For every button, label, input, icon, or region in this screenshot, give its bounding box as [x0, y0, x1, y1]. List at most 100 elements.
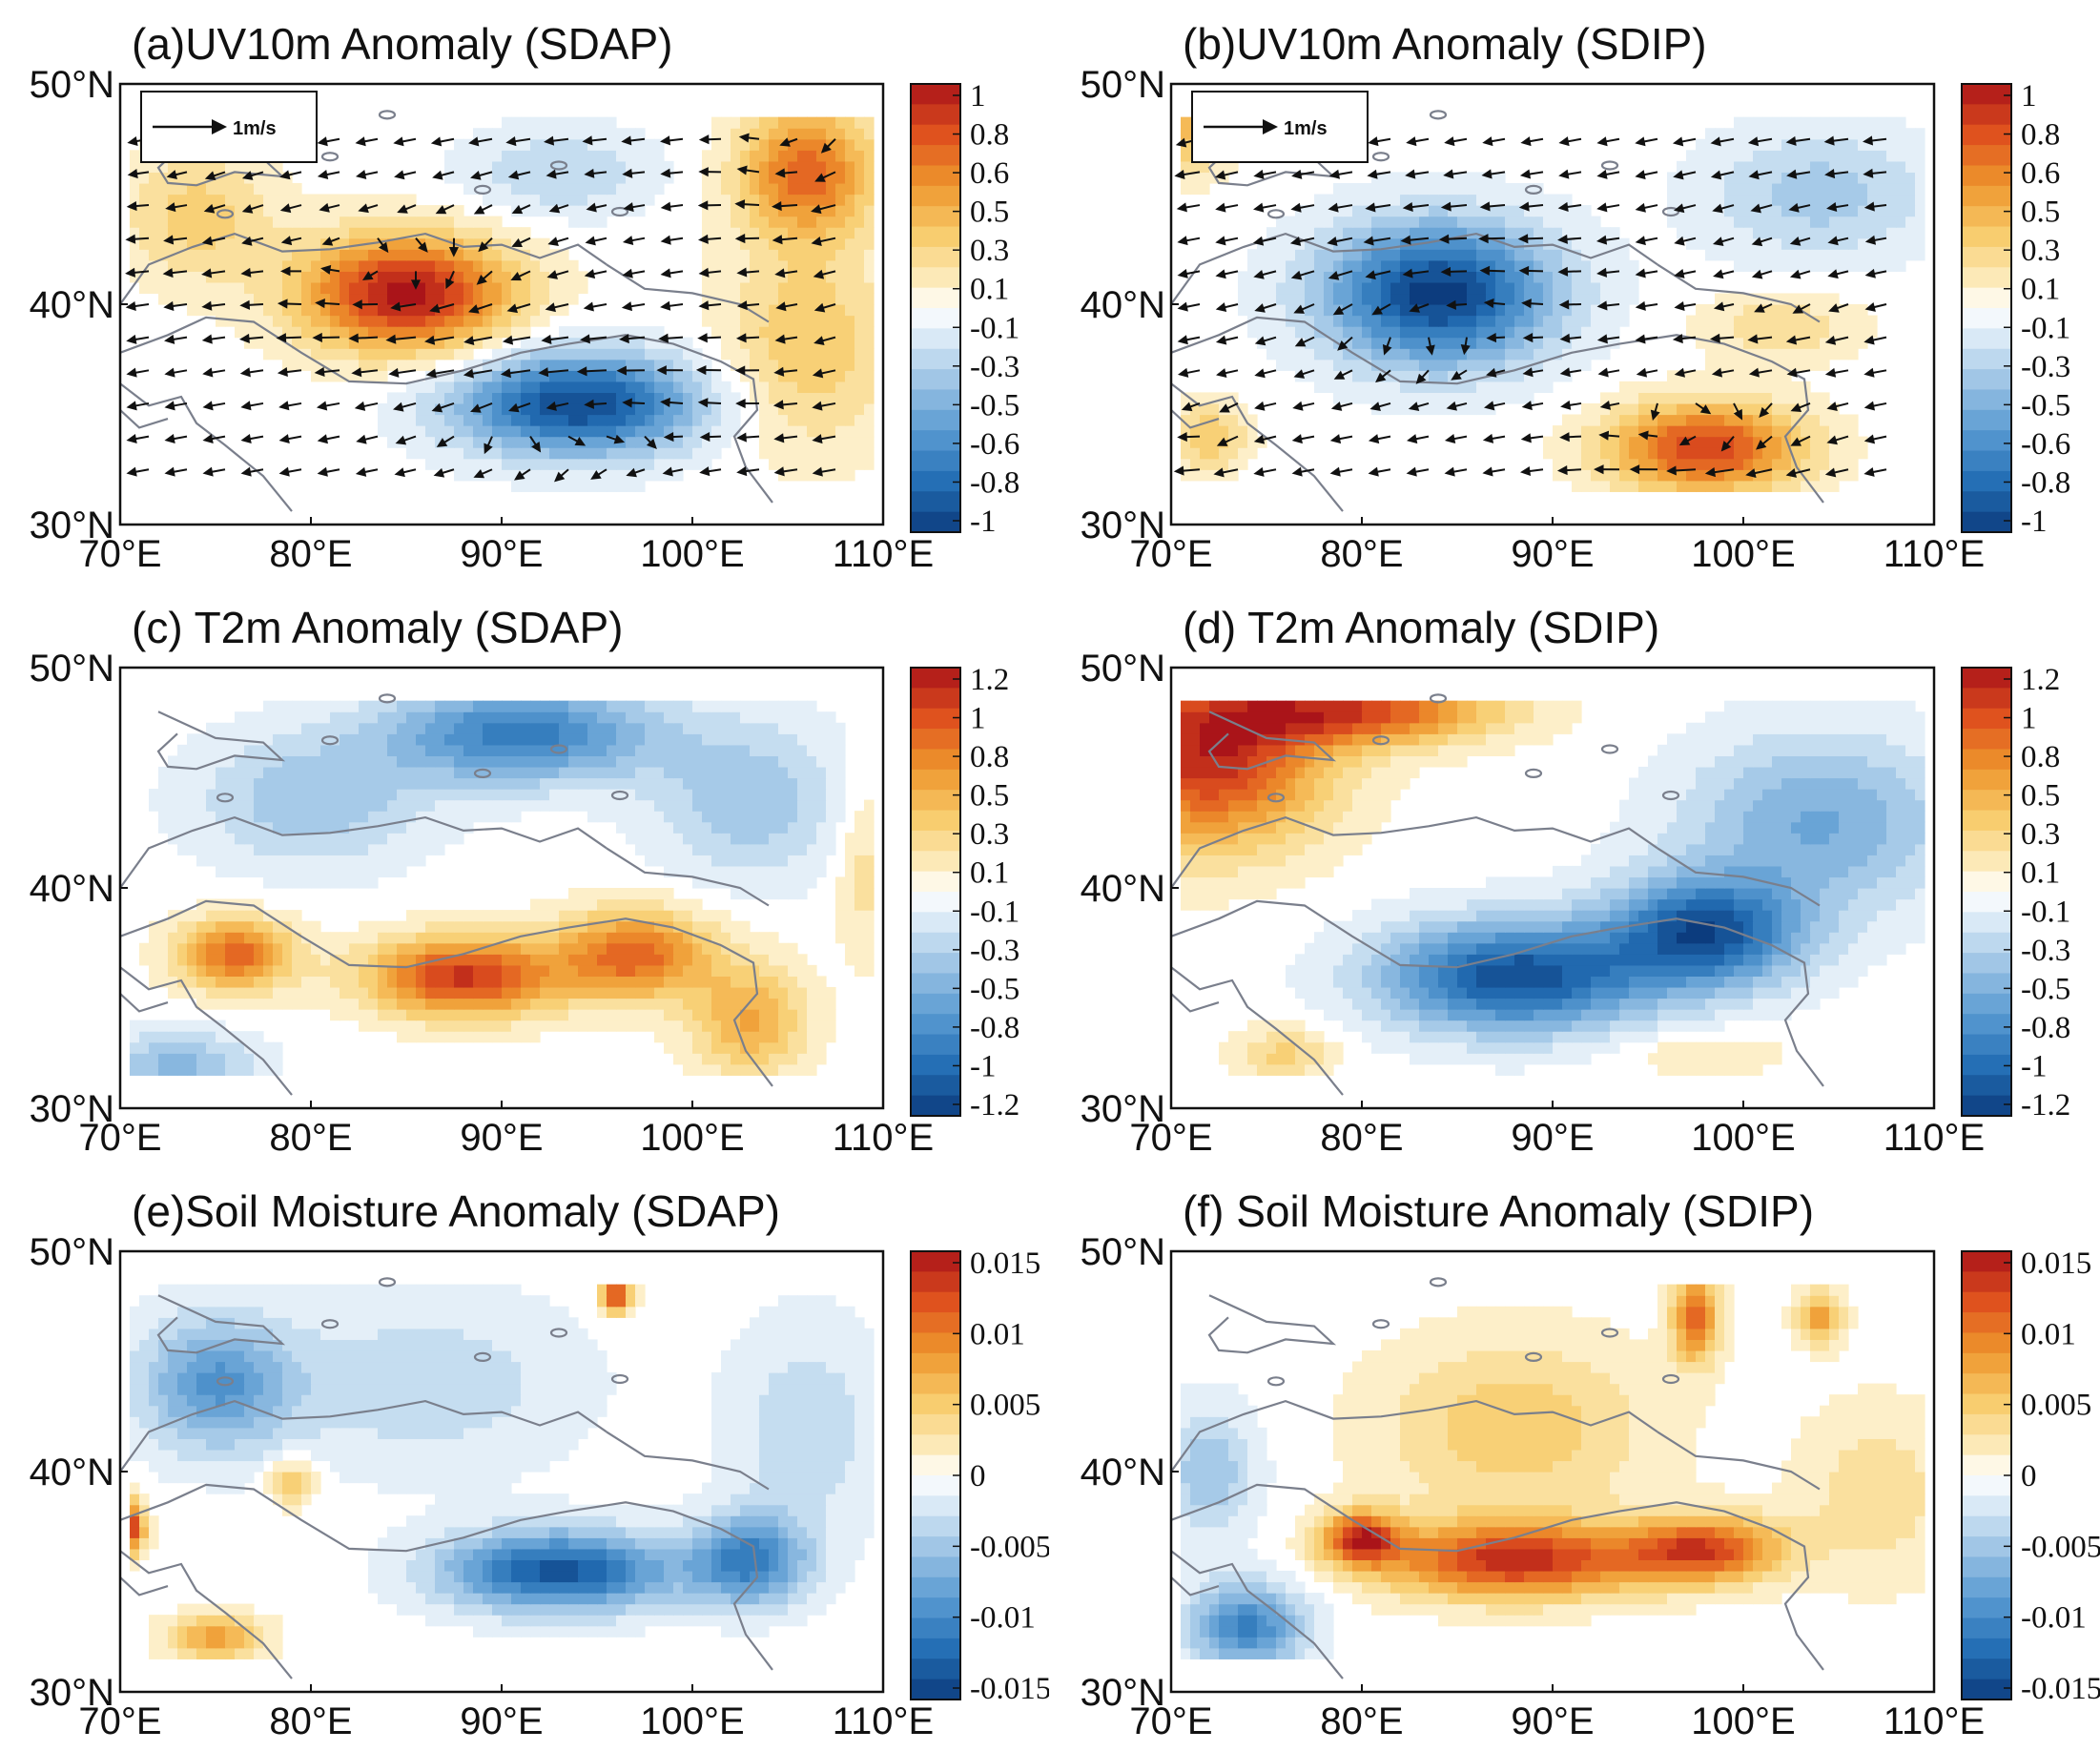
field-cell [1820, 160, 1830, 173]
field-cell [1772, 128, 1782, 140]
wind-vector-head [395, 435, 407, 445]
field-cell [1495, 315, 1506, 327]
field-cell [1810, 392, 1821, 404]
field-cell [1181, 436, 1191, 448]
field-cell [864, 172, 875, 184]
field-cell [244, 259, 255, 272]
field-cell [1905, 249, 1916, 261]
field-cell [1791, 216, 1801, 228]
field-cell [463, 160, 474, 173]
field-cell [1562, 315, 1573, 327]
field-cell [273, 986, 283, 999]
field-cell [816, 326, 827, 339]
field-cell [1762, 259, 1773, 272]
field-cell [1514, 216, 1525, 228]
field-cell [1333, 381, 1344, 393]
field-cell [854, 414, 865, 426]
field-cell [711, 414, 722, 426]
field-cell [340, 304, 350, 317]
field-cell [301, 348, 312, 360]
field-cell [1619, 381, 1630, 393]
field-cell [778, 150, 789, 162]
field-cell [1514, 392, 1525, 404]
field-cell [1896, 160, 1906, 173]
field-cell [492, 1009, 503, 1021]
field-cell [1553, 227, 1563, 239]
field-cell [187, 293, 197, 305]
field-cell [1514, 381, 1525, 393]
field-cell [521, 150, 531, 162]
field-cell [416, 436, 426, 448]
field-cell [1362, 304, 1372, 317]
field-cell [292, 271, 302, 283]
field-cell [1581, 447, 1592, 460]
field-cell [740, 1020, 751, 1032]
field-cell [511, 480, 522, 492]
field-cell [1705, 402, 1716, 416]
field-cell [1619, 304, 1630, 317]
wind-vector-head [241, 171, 254, 180]
field-cell [1801, 436, 1811, 448]
field-cell [549, 469, 560, 482]
field-cell [263, 237, 274, 250]
wind-vector-head [699, 431, 710, 443]
field-cell [759, 348, 770, 360]
field-cell [1801, 348, 1811, 360]
field-cell [1266, 271, 1277, 283]
field-cell [1266, 227, 1277, 239]
field-cell [473, 293, 484, 305]
field-cell [1810, 458, 1821, 470]
field-cell [540, 182, 550, 196]
field-cell [540, 138, 550, 151]
field-cell [282, 281, 293, 295]
field-cell [359, 964, 369, 977]
wind-vector-head [125, 234, 136, 244]
field-cell [1619, 447, 1630, 460]
wind-vector-head [240, 466, 252, 477]
field-cell [854, 249, 865, 261]
field-cell [359, 986, 369, 999]
field-cell [511, 160, 522, 173]
field-cell [1762, 172, 1773, 184]
field-cell [406, 281, 417, 295]
field-cell [1600, 469, 1611, 482]
field-cell [816, 425, 827, 438]
field-cell [1476, 381, 1487, 393]
field-cell [845, 414, 855, 426]
field-cell [492, 1031, 503, 1043]
field-cell [654, 447, 665, 460]
field-cell [1286, 304, 1296, 317]
field-cell [1734, 216, 1744, 228]
field-cell [711, 381, 722, 393]
field-cell [1591, 304, 1601, 317]
field-cell [1352, 326, 1363, 339]
field-cell [511, 182, 522, 196]
field-cell [406, 381, 417, 393]
field-cell [750, 304, 760, 317]
field-cell [788, 216, 798, 228]
field-cell [425, 271, 436, 283]
field-cell [807, 1009, 817, 1021]
field-cell [1438, 172, 1449, 184]
field-cell [1390, 172, 1401, 184]
field-cell [1820, 392, 1830, 404]
field-cell [1724, 348, 1735, 360]
field-cell [1648, 392, 1658, 404]
field-cell [578, 458, 588, 470]
wind-vector-head [774, 268, 786, 278]
wind-vector-head [1596, 267, 1608, 278]
wind-vector-head [1521, 401, 1533, 411]
field-cell [1591, 249, 1601, 261]
field-cell [816, 1009, 827, 1021]
field-cell [483, 976, 493, 988]
field-cell [587, 964, 598, 977]
field-cell [225, 1063, 236, 1076]
field-cell [187, 205, 197, 217]
field-cell [502, 293, 512, 305]
field-cell [721, 1063, 731, 1076]
wind-vector-head [478, 241, 489, 253]
wind-vector-head [1559, 333, 1571, 343]
field-cell [149, 1041, 159, 1054]
field-cell [1400, 281, 1410, 295]
field-cell [635, 172, 646, 184]
